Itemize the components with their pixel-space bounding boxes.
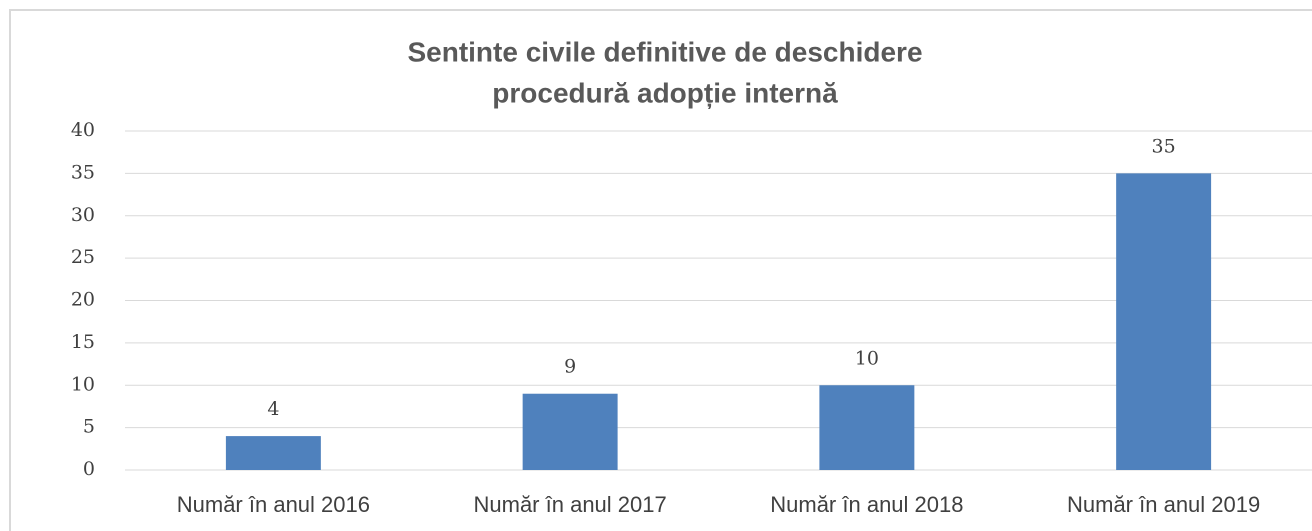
y-tick-label: 25 xyxy=(71,246,95,268)
value-label: 10 xyxy=(855,347,879,369)
y-tick-label: 20 xyxy=(71,289,95,311)
y-tick-label: 40 xyxy=(71,119,95,141)
y-tick-label: 10 xyxy=(71,373,95,395)
x-tick-label: Număr în anul 2017 xyxy=(474,492,667,517)
y-tick-label: 30 xyxy=(71,204,95,226)
value-label: 35 xyxy=(1152,135,1176,157)
value-label: 4 xyxy=(267,398,279,420)
bar xyxy=(522,393,618,470)
y-tick-label: 5 xyxy=(83,416,95,438)
x-tick-label: Număr în anul 2019 xyxy=(1067,492,1260,517)
chart-title: procedură adopție internă xyxy=(492,77,838,108)
x-tick-label: Număr în anul 2018 xyxy=(770,492,963,517)
bar xyxy=(225,436,321,470)
chart-title: Sentinte civile definitive de deschidere xyxy=(407,36,922,67)
value-label: 9 xyxy=(564,356,576,378)
y-tick-label: 15 xyxy=(71,331,95,353)
bar xyxy=(819,385,915,470)
x-tick-label: Număr în anul 2016 xyxy=(177,492,370,517)
y-tick-label: 0 xyxy=(83,458,95,480)
bar xyxy=(1116,173,1212,470)
y-tick-label: 35 xyxy=(71,161,95,183)
